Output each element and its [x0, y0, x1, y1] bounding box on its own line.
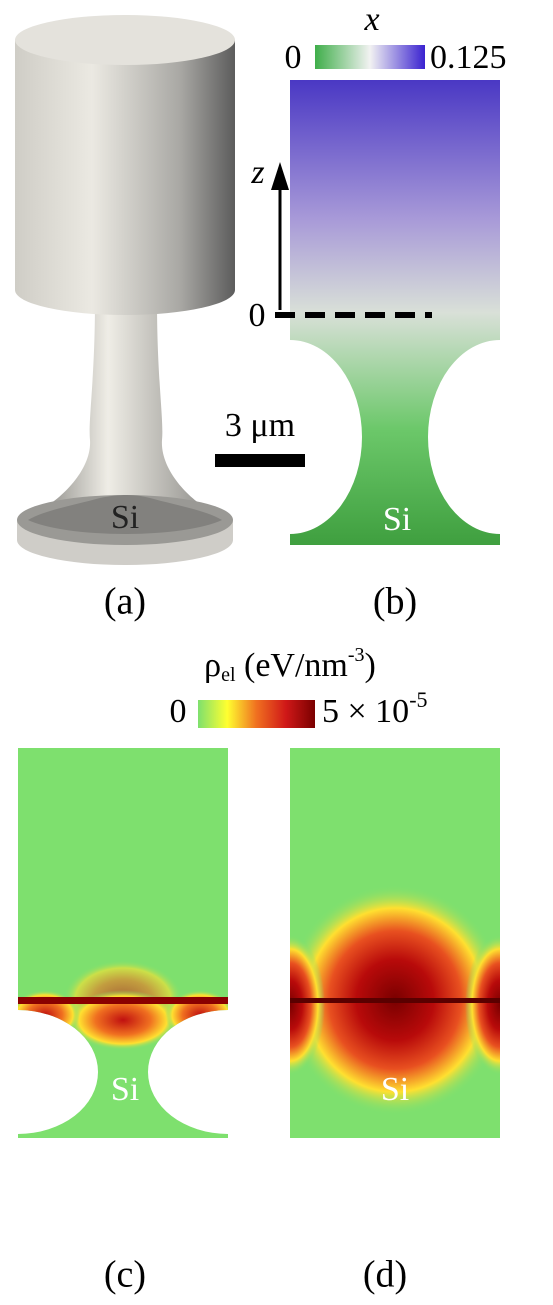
colorbar	[198, 700, 315, 728]
panel-label: (b)	[373, 581, 417, 623]
colorbar-min: 0	[285, 39, 302, 76]
colorbar-title: x	[363, 1, 379, 38]
unit: (eV/nm	[236, 647, 348, 684]
colorbar-max: 5 × 10-5	[322, 687, 428, 730]
material-label: Si	[383, 501, 411, 538]
panel-label: (d)	[363, 1254, 407, 1296]
max-mantissa: 5 × 10	[322, 693, 409, 730]
figure: Si (a) x 0 0.125 z 0 3 μm Si (b) ρel (eV…	[0, 0, 553, 1305]
unit-close: )	[365, 647, 376, 684]
z-origin: 0	[249, 297, 266, 334]
colorbar-max: 0.125	[430, 39, 507, 76]
symbol: ρ	[204, 647, 221, 684]
max-exponent: -5	[409, 687, 427, 712]
z-arrowhead	[271, 162, 289, 190]
z-label: z	[250, 154, 264, 191]
colorbar-min: 0	[170, 693, 187, 730]
subscript: el	[221, 664, 236, 686]
panel-label: (a)	[104, 581, 146, 623]
colorbar-title: ρel (eV/nm-3)	[204, 644, 376, 686]
scale-bar	[215, 454, 305, 467]
panel-a-render	[15, 15, 235, 565]
material-label: Si	[111, 499, 139, 536]
material-label: Si	[111, 1071, 139, 1108]
exponent: -3	[348, 644, 365, 666]
scale-bar-label: 3 μm	[225, 407, 295, 444]
panel-label: (c)	[104, 1254, 146, 1296]
colorbar	[315, 45, 425, 69]
material-label: Si	[381, 1071, 409, 1108]
